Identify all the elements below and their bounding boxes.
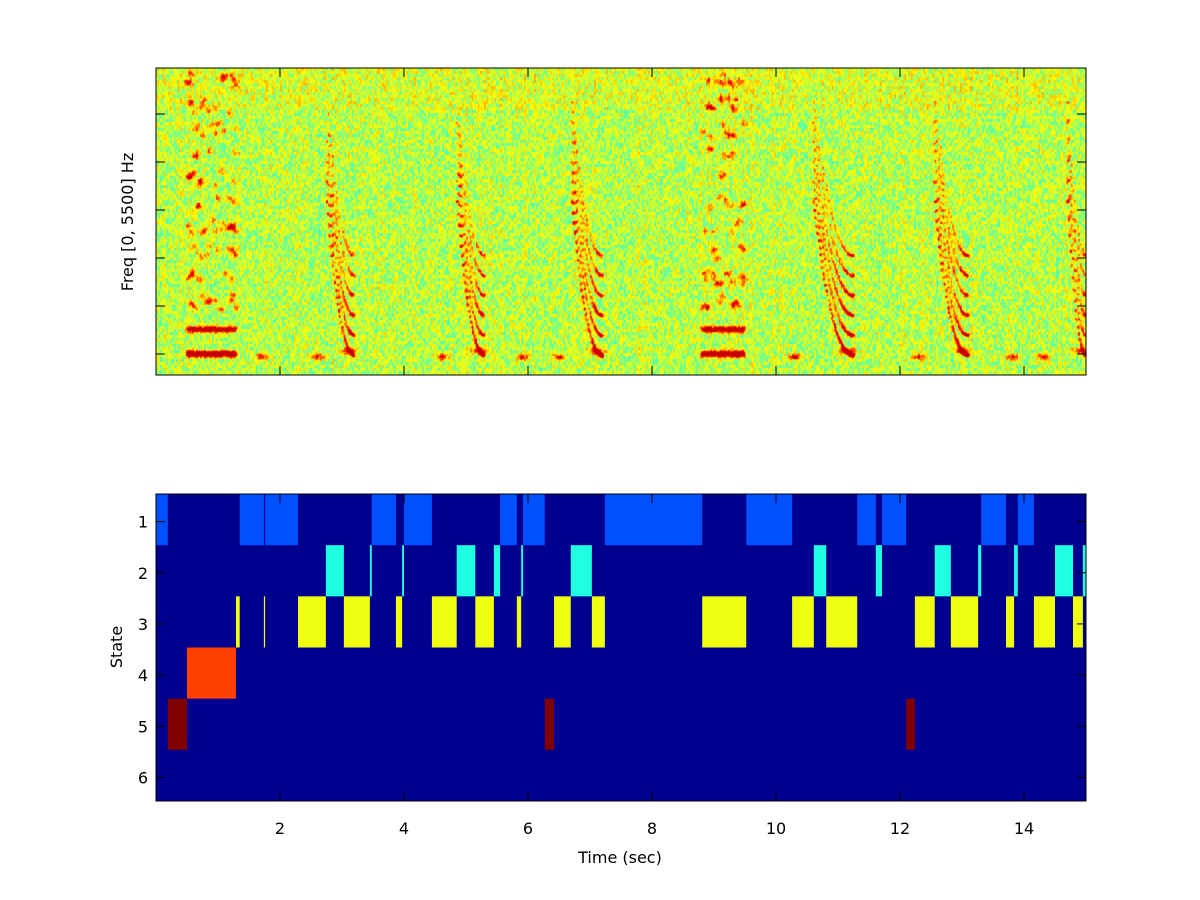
spectrogram-axes: Freq [0, 5500] Hz [118,67,1087,376]
state-segment-1 [265,494,298,546]
state-segment-1 [882,494,907,546]
state-segment-2 [1014,545,1018,597]
state-segment-3 [702,596,747,648]
x-tick-label: 10 [766,819,786,838]
state-segment-2 [325,545,344,597]
state-segment-1 [239,494,264,546]
state-segment-2 [570,545,592,597]
state-segment-3 [1006,596,1015,648]
y-tick-label: 2 [138,564,148,583]
state-segment-3 [914,596,935,648]
state-segment-3 [431,596,457,648]
state-segment-3 [263,596,266,648]
state-segment-3 [343,596,370,648]
state-segment-2 [875,545,883,597]
state-segment-3 [475,596,494,648]
state-segment-1 [981,494,1007,546]
state-segment-3 [826,596,858,648]
state-segment-3 [516,596,522,648]
y-tick-label: 4 [138,666,148,685]
y-tick-label: 6 [138,768,148,787]
state-segment-5 [544,698,555,750]
state-segment-3 [792,596,814,648]
state-segment-5 [906,698,915,750]
state-segment-3 [1072,596,1083,648]
state-segment-1 [156,494,168,546]
x-tick-label: 6 [523,819,533,838]
state-segment-3 [1033,596,1055,648]
state-segment-1 [604,494,703,546]
state-segment-1 [500,494,517,546]
state-segment-5 [167,698,187,750]
y-axis-label: State [107,626,126,668]
state-segment-1 [1017,494,1034,546]
x-axis-label: Time (sec) [577,848,662,867]
state-segment-2 [402,545,404,597]
spectrogram-ylabel: Freq [0, 5500] Hz [118,153,137,291]
state-segment-1 [371,494,396,546]
state-segment-2 [369,545,372,597]
state-segment-2 [934,545,951,597]
state-segment-2 [978,545,982,597]
state-axes-box [155,493,1087,802]
x-tick-label: 2 [275,819,285,838]
state-segment-3 [554,596,571,648]
state-segment-2 [521,545,524,597]
state-segment-2 [1055,545,1073,597]
y-tick-label: 3 [138,615,148,634]
state-segment-1 [404,494,432,546]
state-segment-4 [187,647,236,699]
state-segment-1 [857,494,876,546]
state-segment-3 [950,596,979,648]
state-segment-3 [297,596,326,648]
spectrogram-axes-box [155,67,1087,376]
state-segment-1 [523,494,545,546]
state-segment-3 [395,596,403,648]
x-tick-label: 14 [1014,819,1034,838]
spectrogram-image [156,68,1086,375]
state-segment-3 [235,596,240,648]
state-segment-2 [456,545,476,597]
x-tick-label: 4 [399,819,409,838]
x-tick-label: 8 [647,819,657,838]
state-segment-1 [746,494,793,546]
y-tick-label: 1 [138,513,148,532]
state-segment-2 [813,545,827,597]
state-segment-2 [1082,545,1086,597]
x-tick-label: 12 [890,819,910,838]
state-segment-3 [591,596,605,648]
y-tick-label: 5 [138,717,148,736]
state-segment-2 [493,545,501,597]
